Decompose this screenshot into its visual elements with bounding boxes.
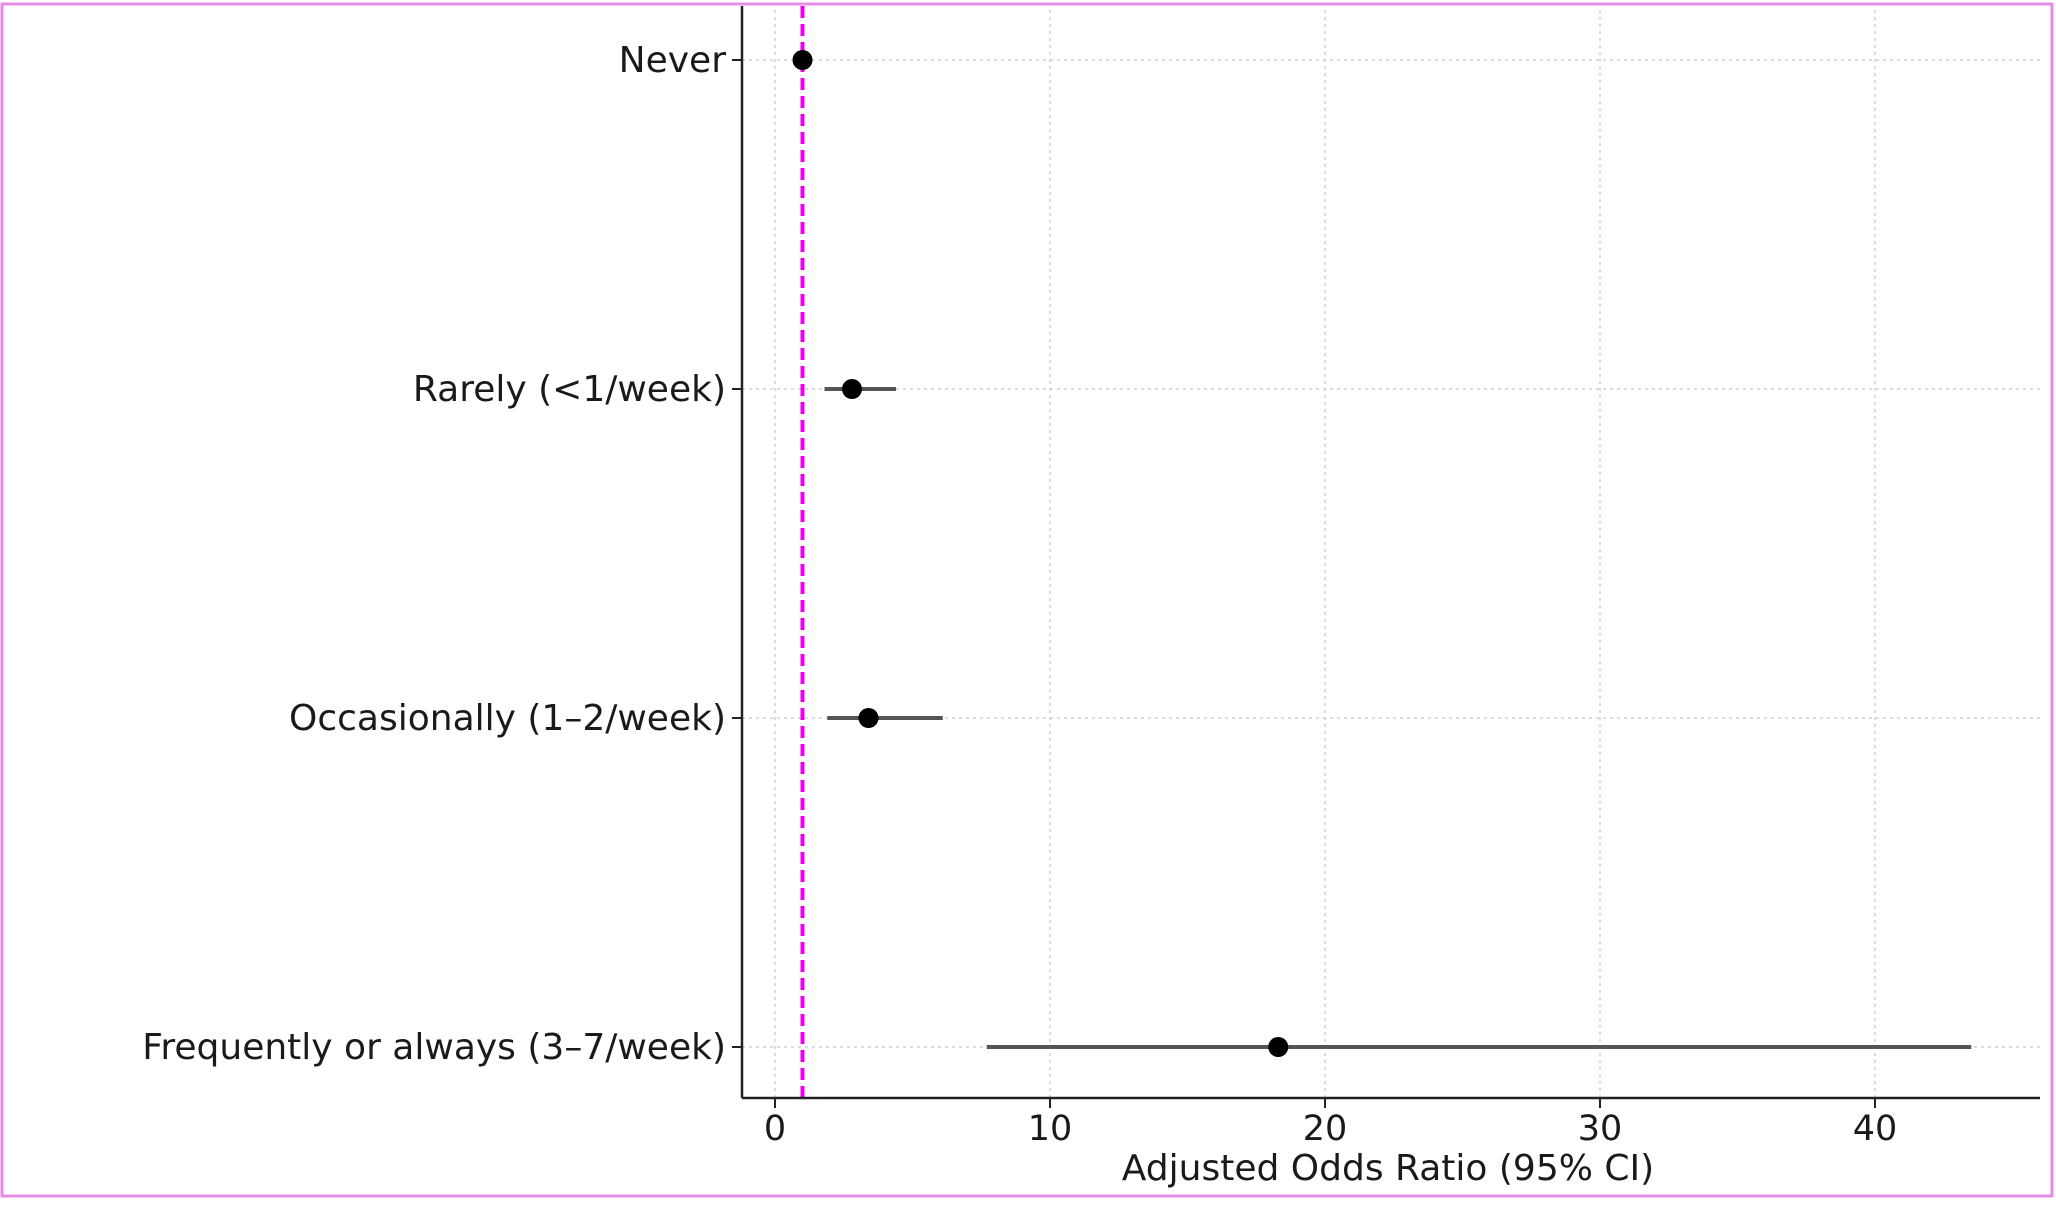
x-tick-label: 40 bbox=[1853, 1109, 1898, 1149]
marks-layer bbox=[792, 50, 1972, 1057]
category-label: Frequently or always (3–7/week) bbox=[142, 1027, 726, 1068]
estimate-point bbox=[1268, 1037, 1289, 1057]
x-tick-label: 0 bbox=[764, 1109, 786, 1149]
estimate-point bbox=[792, 50, 813, 70]
category-label: Occasionally (1–2/week) bbox=[289, 698, 726, 739]
category-label: Never bbox=[619, 40, 727, 81]
x-tick-label: 10 bbox=[1028, 1109, 1073, 1149]
x-axis-title: Adjusted Odds Ratio (95% CI) bbox=[1122, 1148, 1654, 1189]
x-tick-label: 30 bbox=[1578, 1109, 1623, 1149]
category-label: Rarely (<1/week) bbox=[413, 369, 726, 410]
axes-layer bbox=[732, 6, 2040, 1108]
estimate-point bbox=[842, 379, 862, 399]
labels-layer: 0 10 20 30 40 Never Rarely (<1/week) Occasional… bbox=[142, 40, 1897, 1149]
estimate-point bbox=[858, 708, 879, 728]
x-tick-label: 20 bbox=[1303, 1109, 1348, 1149]
